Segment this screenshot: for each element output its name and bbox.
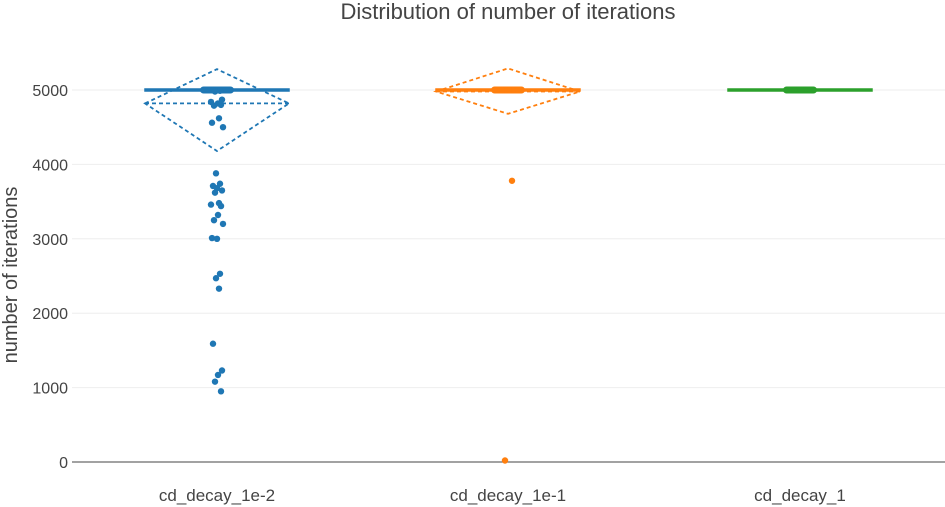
data-point [501,457,509,464]
gridlines [72,89,945,463]
data-point [211,378,219,385]
y-tick-label: 1000 [32,381,68,398]
x-axis-categories: cd_decay_1e-2 cd_decay_1e-1 cd_decay_1 [159,486,846,505]
data-point [210,217,218,224]
data-point [216,87,224,94]
y-tick-label: 3000 [32,232,68,249]
data-point [214,211,222,219]
y-tick-label: 5000 [32,83,68,100]
data-point [214,371,222,379]
data-point [217,388,225,395]
data-point [208,119,216,126]
x-category-label: cd_decay_1 [754,486,846,505]
data-point [217,202,225,210]
x-category-label: cd_decay_1e-2 [159,486,275,505]
data-point [797,86,805,94]
data-point [217,101,225,109]
y-axis-ticks: 0 1000 2000 3000 4000 5000 [32,83,68,472]
y-tick-label: 2000 [32,306,68,323]
data-point [508,177,516,184]
data-point [209,340,217,347]
data-point [213,235,221,242]
data-point [208,234,216,242]
data-point [211,88,219,95]
data-point [207,201,215,208]
y-axis-title: number of iterations [0,187,22,364]
data-point [212,275,220,282]
data-point [216,270,224,277]
data-point [790,86,798,94]
x-category-label: cd_decay_1e-1 [450,486,566,505]
data-point [212,170,220,177]
data-point [498,86,506,94]
points-layer [207,86,809,464]
data-point [211,189,219,196]
data-point [219,220,227,228]
chart-title: Distribution of number of iterations [340,0,675,24]
y-tick-label: 0 [59,455,68,472]
data-point [219,124,227,131]
data-point [218,96,226,103]
box-layer [143,67,873,153]
data-point [218,187,226,194]
sd-diamond [433,67,583,115]
data-point [210,102,218,109]
y-tick-label: 4000 [32,157,68,174]
sd-diamond [143,68,291,153]
data-point [215,285,223,292]
data-point [505,86,513,94]
data-point [215,115,223,122]
data-point [218,367,226,374]
